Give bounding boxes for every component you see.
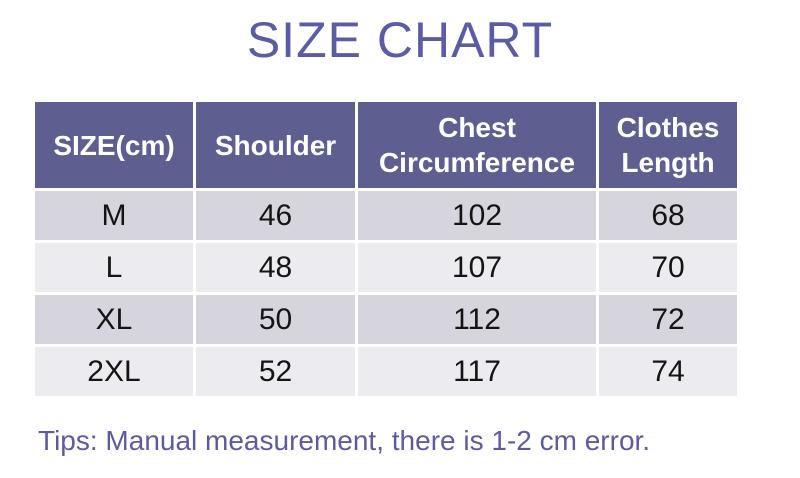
column-header-chest-circumference: Chest Circumference xyxy=(358,102,596,188)
cell-shoulder-2xl: 52 xyxy=(196,347,355,396)
cell-size-2xl: 2XL xyxy=(35,347,193,396)
cell-shoulder-m: 46 xyxy=(196,191,355,240)
cell-shoulder-l: 48 xyxy=(196,243,355,292)
column-header-shoulder: Shoulder xyxy=(196,102,355,188)
cell-chest-xl: 112 xyxy=(358,295,596,344)
cell-length-l: 70 xyxy=(599,243,737,292)
column-header-size: SIZE(cm) xyxy=(35,102,193,188)
cell-chest-m: 102 xyxy=(358,191,596,240)
size-table: SIZE(cm) Shoulder Chest Circumference Cl… xyxy=(35,102,737,396)
cell-length-xl: 72 xyxy=(599,295,737,344)
cell-shoulder-xl: 50 xyxy=(196,295,355,344)
page-title: SIZE CHART xyxy=(246,12,554,68)
cell-size-m: M xyxy=(35,191,193,240)
cell-chest-l: 107 xyxy=(358,243,596,292)
tips-note: Tips: Manual measurement, there is 1-2 c… xyxy=(38,425,651,456)
column-header-clothes-length: Clothes Length xyxy=(599,102,737,188)
cell-size-l: L xyxy=(35,243,193,292)
cell-length-m: 68 xyxy=(599,191,737,240)
cell-length-2xl: 74 xyxy=(599,347,737,396)
cell-size-xl: XL xyxy=(35,295,193,344)
cell-chest-2xl: 117 xyxy=(358,347,596,396)
